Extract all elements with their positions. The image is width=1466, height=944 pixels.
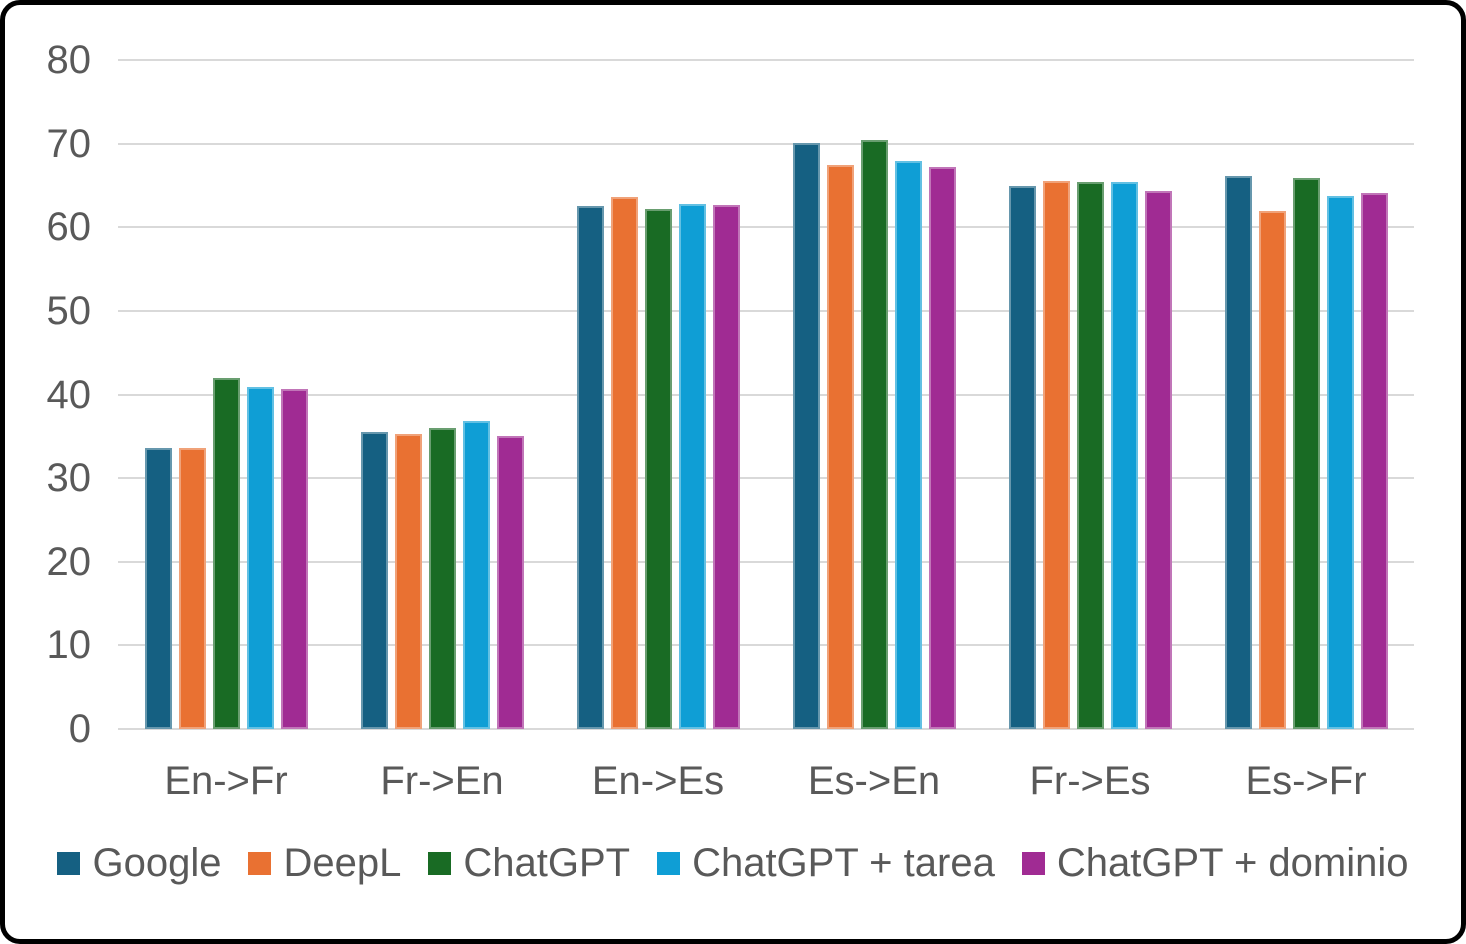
y-tick-label: 50 [46, 288, 92, 333]
gridline-0 [118, 728, 1414, 730]
category-label: Fr->Es [1029, 759, 1151, 803]
y-axis: 0 10 20 30 40 50 60 70 80 [5, 40, 101, 749]
gridline-20 [118, 560, 1414, 563]
bar [1076, 182, 1104, 729]
bar [428, 427, 456, 729]
legend-item: ChatGPT + tarea [657, 841, 995, 885]
y-tick-label: 70 [46, 121, 92, 166]
legend: Google DeepL ChatGPT ChatGPT + tarea ChatGPT… [5, 841, 1461, 885]
y-tick-label: 30 [46, 456, 92, 501]
bar [826, 165, 854, 729]
y-tick-label: 40 [46, 372, 92, 417]
bar [212, 377, 240, 729]
gridline-10 [118, 644, 1414, 647]
legend-label: ChatGPT + dominio [1056, 841, 1409, 885]
gridline-40 [118, 393, 1414, 396]
x-axis: En->Fr Fr->En En->Es Es->En Fr->Es Es->Fr [118, 757, 1414, 805]
bar [280, 389, 308, 729]
bar-group-Fr->En [334, 60, 550, 729]
legend-item: ChatGPT [428, 841, 630, 885]
gridline-60 [118, 226, 1414, 229]
category-label: Fr->En [380, 759, 504, 803]
category-label: En->Es [591, 759, 725, 803]
bar [394, 433, 422, 729]
gridline-70 [118, 142, 1414, 145]
bar [1042, 181, 1070, 729]
legend-label: Google [92, 841, 222, 885]
legend-item: DeepL [248, 841, 401, 885]
gridline-50 [118, 309, 1414, 312]
bar [462, 421, 490, 729]
bar-group-Fr->Es [982, 60, 1198, 729]
legend-label: DeepL [283, 841, 402, 885]
bar [678, 203, 706, 729]
bar [712, 204, 740, 729]
bar-group-Es->Fr [1198, 60, 1414, 729]
legend-swatch-icon [657, 851, 681, 875]
bar [576, 205, 604, 729]
bar [1110, 182, 1138, 729]
bar [894, 161, 922, 729]
bar-group-Es->En [766, 60, 982, 729]
legend-label: ChatGPT [463, 841, 631, 885]
legend-label: ChatGPT + tarea [692, 841, 995, 885]
bar [928, 167, 956, 729]
legend-swatch-icon [1021, 851, 1045, 875]
bar [496, 436, 524, 729]
bar [1224, 176, 1252, 729]
gridline-80 [118, 59, 1414, 61]
bar [178, 448, 206, 729]
bar [792, 142, 820, 729]
bar [1144, 191, 1172, 729]
bar [1326, 196, 1354, 729]
bar-group-En->Es [550, 60, 766, 729]
bar-groups [118, 60, 1414, 729]
legend-item: ChatGPT + dominio [1021, 841, 1409, 885]
y-tick-label: 10 [46, 623, 92, 668]
y-tick-label: 80 [46, 38, 92, 82]
category-label: Es->Fr [1245, 759, 1367, 803]
legend-swatch-icon [57, 851, 81, 875]
bar [1292, 177, 1320, 729]
bar [246, 386, 274, 729]
y-tick-label: 0 [68, 707, 91, 751]
bar [1258, 211, 1286, 729]
category-label: Es->En [807, 759, 941, 803]
y-tick-label: 20 [46, 539, 92, 584]
bar [1360, 192, 1388, 729]
bar [860, 140, 888, 729]
legend-item: Google [57, 841, 221, 885]
bar [644, 208, 672, 729]
bar [360, 432, 388, 729]
gridline-30 [118, 477, 1414, 480]
plot-area [118, 59, 1414, 730]
bar [144, 448, 172, 729]
category-label: En->Fr [164, 759, 288, 803]
bar [610, 197, 638, 729]
legend-swatch-icon [248, 851, 272, 875]
y-tick-label: 60 [46, 205, 92, 250]
bar-group-En->Fr [118, 60, 334, 729]
bar [1008, 186, 1036, 729]
legend-swatch-icon [428, 851, 452, 875]
